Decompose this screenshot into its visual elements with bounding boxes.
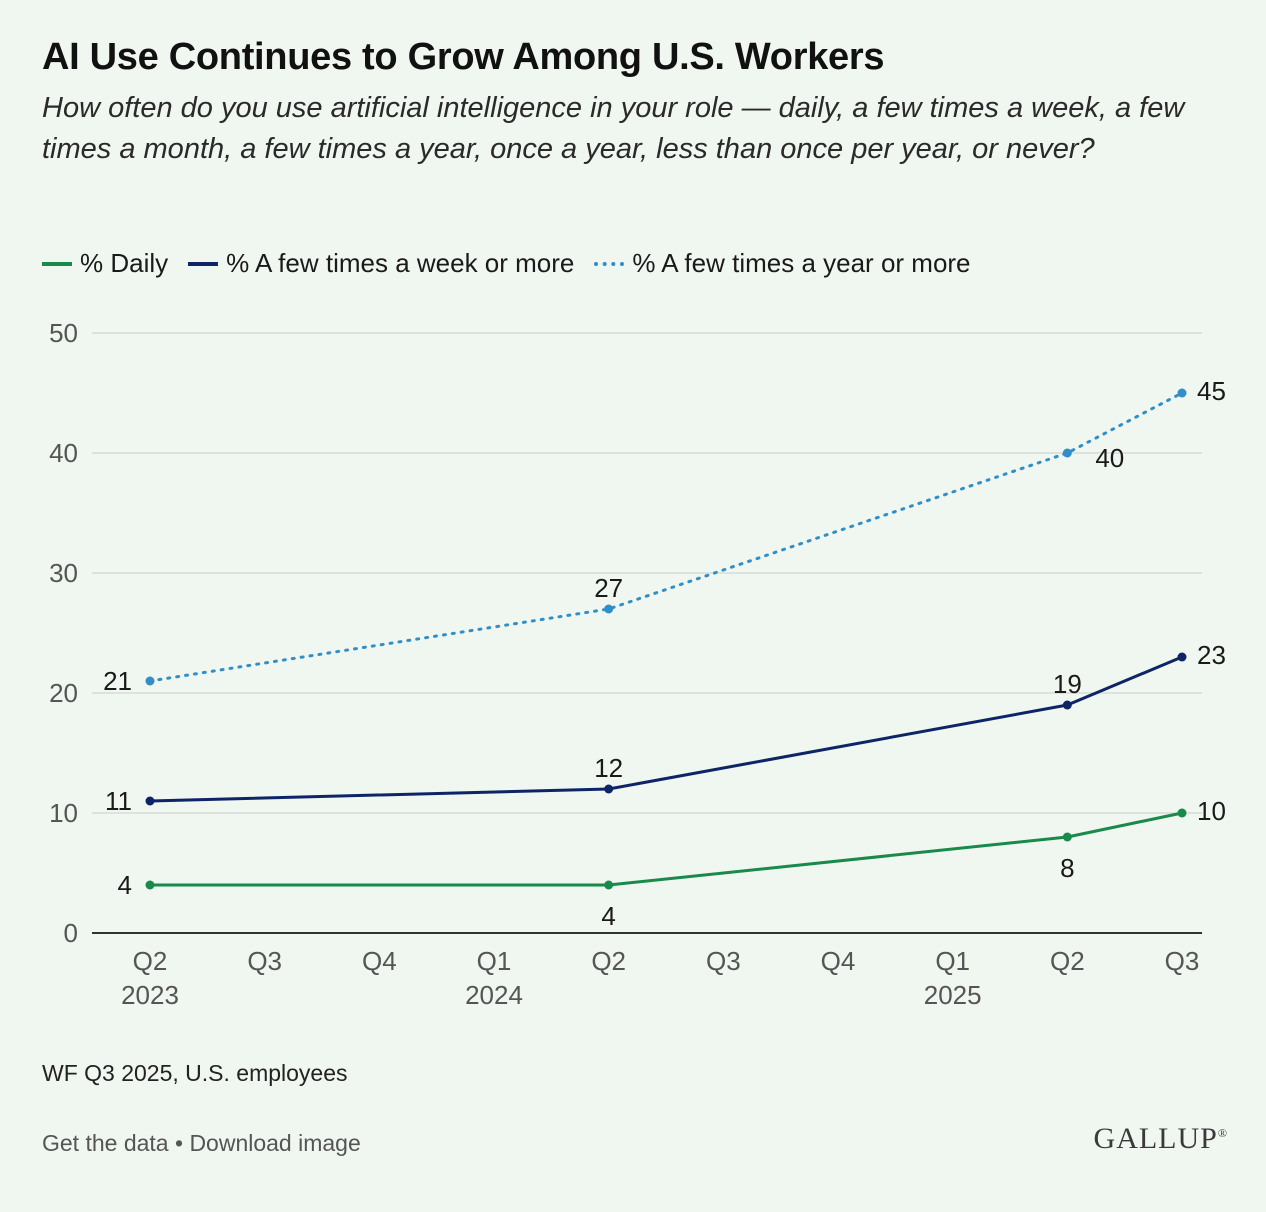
series-2-point-1 [604,604,614,614]
footer-separator: • [168,1130,190,1156]
legend-label-yearly: % A few times a year or more [632,248,971,278]
x-tick-label-1: Q3 [247,946,282,976]
y-tick-label-50: 50 [49,318,78,348]
series-2-point-0 [145,676,155,686]
chart-title: AI Use Continues to Grow Among U.S. Work… [42,36,885,78]
legend-swatch-daily [42,261,72,266]
x-tick-year-0: 2023 [121,980,179,1010]
series-0-point-3 [1177,808,1187,818]
series-0-point-2 [1062,832,1072,842]
legend-item-yearly: % A few times a year or more [594,248,971,279]
y-tick-label-10: 10 [49,798,78,828]
legend-swatch-yearly [594,261,625,266]
y-tick-label-40: 40 [49,438,78,468]
series-1-label-3: 23 [1197,640,1226,670]
series-2-point-2 [1062,448,1072,458]
footer-links: Get the data • Download image [42,1130,361,1157]
legend-item-daily: % Daily [42,248,168,279]
x-tick-label-6: Q4 [821,946,856,976]
series-1-point-0 [145,796,155,806]
x-tick-label-9: Q3 [1165,946,1200,976]
series-1-label-1: 12 [594,753,623,783]
x-tick-year-3: 2024 [465,980,523,1010]
legend-item-weekly: % A few times a week or more [188,248,574,279]
series-0-label-1: 4 [601,901,615,931]
x-tick-label-2: Q4 [362,946,397,976]
legend-label-daily: % Daily [80,248,169,278]
series-line-0 [148,811,1184,887]
x-tick-label-0: Q2 [133,946,168,976]
series-0-label-0: 4 [118,870,132,900]
x-tick-label-5: Q3 [706,946,741,976]
series-0-label-2: 8 [1060,853,1074,883]
series-1-point-2 [1062,700,1072,710]
y-tick-label-0: 0 [64,918,78,948]
series-1-point-1 [604,784,614,794]
x-tick-year-7: 2025 [924,980,982,1010]
y-tick-label-30: 30 [49,558,78,588]
series-1-point-3 [1177,652,1187,662]
legend: % Daily % A few times a week or more % A… [42,248,971,279]
x-tick-label-4: Q2 [591,946,626,976]
get-data-link[interactable]: Get the data [42,1130,169,1156]
legend-label-weekly: % A few times a week or more [226,248,575,278]
line-chart: 0 10 20 30 40 50 Q2 2023 Q3 Q4 Q1 2024 Q2 Q3 Q4 Q1 2025 Q… [49,318,1226,1010]
x-tick-label-8: Q2 [1050,946,1085,976]
series-0-label-3: 10 [1197,796,1226,826]
gallup-logo: GALLUP® [1093,1122,1228,1155]
series-0-point-1 [604,880,614,890]
download-image-link[interactable]: Download image [189,1130,361,1156]
series-2-label-0: 21 [103,666,132,696]
series-1-label-0: 11 [105,786,132,816]
source-note: WF Q3 2025, U.S. employees [42,1060,348,1086]
series-0-point-0 [145,880,155,890]
series-line-1 [148,655,1184,803]
series-line-2 [148,391,1184,683]
series-2-label-1: 27 [594,573,623,603]
series-2-label-2: 40 [1095,443,1124,473]
series-2-label-3: 45 [1197,376,1226,406]
series-2-point-3 [1177,388,1187,398]
x-tick-label-7: Q1 [935,946,970,976]
chart-subtitle: How often do you use artificial intellig… [42,92,1185,165]
series-1-label-2: 19 [1053,669,1082,699]
legend-swatch-weekly [188,261,219,266]
x-tick-label-3: Q1 [477,946,512,976]
y-tick-label-20: 20 [49,678,78,708]
